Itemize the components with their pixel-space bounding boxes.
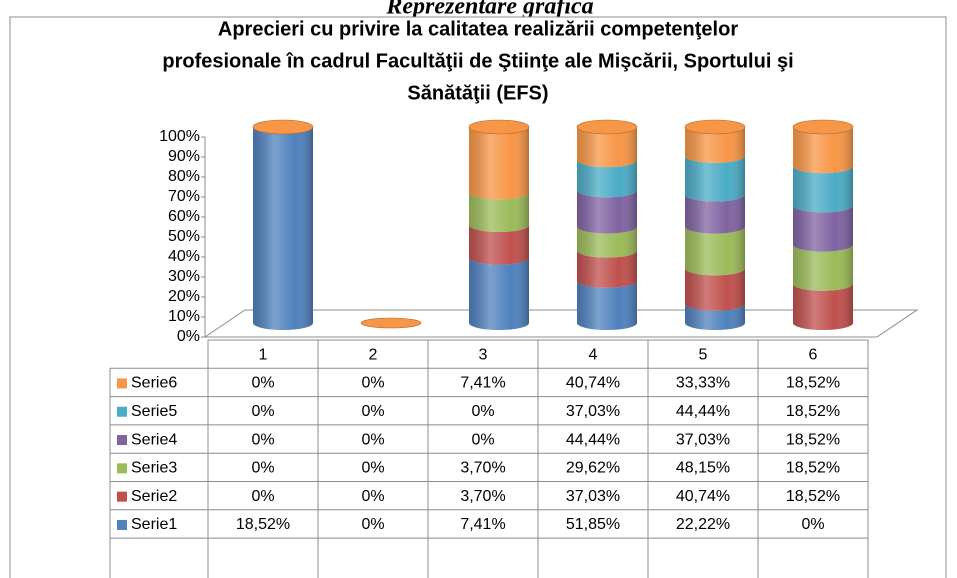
x-tick-label: 1 — [259, 346, 268, 363]
bar-cap — [684, 119, 746, 135]
legend-key — [117, 491, 127, 502]
data-label: 44,44% — [676, 403, 730, 420]
data-label: 0% — [471, 431, 494, 448]
legend-label: Serie3 — [131, 460, 177, 477]
data-label: 0% — [251, 488, 274, 505]
legend-label: Serie6 — [131, 375, 177, 392]
y-tick-label: 50% — [168, 228, 200, 245]
y-tick-label: 0% — [177, 328, 200, 345]
legend-key — [117, 406, 127, 417]
data-label: 44,44% — [566, 431, 620, 448]
chart-title: Sănătăţii (EFS) — [407, 82, 548, 104]
data-label: 0% — [251, 431, 274, 448]
chart-title: Aprecieri cu privire la calitatea realiz… — [218, 18, 738, 40]
data-label: 0% — [251, 375, 274, 392]
y-tick-label: 90% — [168, 148, 200, 165]
legend-label: Serie4 — [131, 431, 177, 448]
data-label: 18,52% — [236, 516, 290, 533]
y-tick-label: 40% — [168, 248, 200, 265]
data-label: 18,52% — [786, 460, 840, 477]
data-label: 0% — [361, 403, 384, 420]
data-label: 18,52% — [786, 488, 840, 505]
data-label: 22,22% — [676, 516, 730, 533]
bar-cap — [252, 119, 314, 135]
legend-key — [117, 463, 127, 474]
data-label: 18,52% — [786, 431, 840, 448]
y-tick-label: 70% — [168, 188, 200, 205]
y-tick-label: 20% — [168, 288, 200, 305]
data-label: 0% — [251, 403, 274, 420]
legend-label: Serie1 — [131, 516, 177, 533]
data-label: 7,41% — [460, 375, 505, 392]
x-tick-label: 5 — [699, 346, 708, 363]
y-tick-label: 100% — [159, 128, 200, 145]
x-tick-label: 3 — [479, 346, 488, 363]
data-label: 40,74% — [676, 488, 730, 505]
shading — [469, 127, 529, 330]
y-tick-label: 80% — [168, 168, 200, 185]
shading — [577, 127, 637, 330]
y-tick-label: 10% — [168, 308, 200, 325]
data-label: 3,70% — [460, 488, 505, 505]
data-label: 37,03% — [566, 488, 620, 505]
x-tick-label: 2 — [369, 346, 378, 363]
y-tick-label: 30% — [168, 268, 200, 285]
data-label: 7,41% — [460, 516, 505, 533]
data-label: 0% — [361, 431, 384, 448]
data-label: 18,52% — [786, 375, 840, 392]
y-tick-label: 60% — [168, 208, 200, 225]
data-label: 0% — [361, 516, 384, 533]
data-label: 51,85% — [566, 516, 620, 533]
x-tick-label: 6 — [809, 346, 818, 363]
bar-cap — [792, 119, 854, 135]
data-label: 37,03% — [566, 403, 620, 420]
data-label: 48,15% — [676, 460, 730, 477]
data-label: 0% — [361, 460, 384, 477]
data-label: 37,03% — [676, 431, 730, 448]
bar-cap — [360, 317, 422, 329]
legend-label: Serie5 — [131, 403, 177, 420]
data-label: 33,33% — [676, 375, 730, 392]
data-label: 0% — [801, 516, 824, 533]
data-label: 40,74% — [566, 375, 620, 392]
shading — [253, 127, 313, 330]
shading — [793, 127, 853, 330]
data-label: 3,70% — [460, 460, 505, 477]
shading — [685, 127, 745, 330]
x-tick-label: 4 — [589, 346, 598, 363]
data-label: 18,52% — [786, 403, 840, 420]
data-label: 0% — [251, 460, 274, 477]
legend-key — [117, 519, 127, 530]
data-label: 29,62% — [566, 460, 620, 477]
data-label: 0% — [361, 375, 384, 392]
data-label: 0% — [361, 488, 384, 505]
data-label: 0% — [471, 403, 494, 420]
bar-cap — [576, 119, 638, 135]
legend-key — [117, 378, 127, 389]
heading: Reprezentare grafică — [385, 0, 593, 20]
legend-key — [117, 435, 127, 446]
legend-label: Serie2 — [131, 488, 177, 505]
bar-cap — [468, 119, 530, 135]
chart-title: profesionale în cadrul Facultăţii de Şti… — [162, 50, 793, 72]
